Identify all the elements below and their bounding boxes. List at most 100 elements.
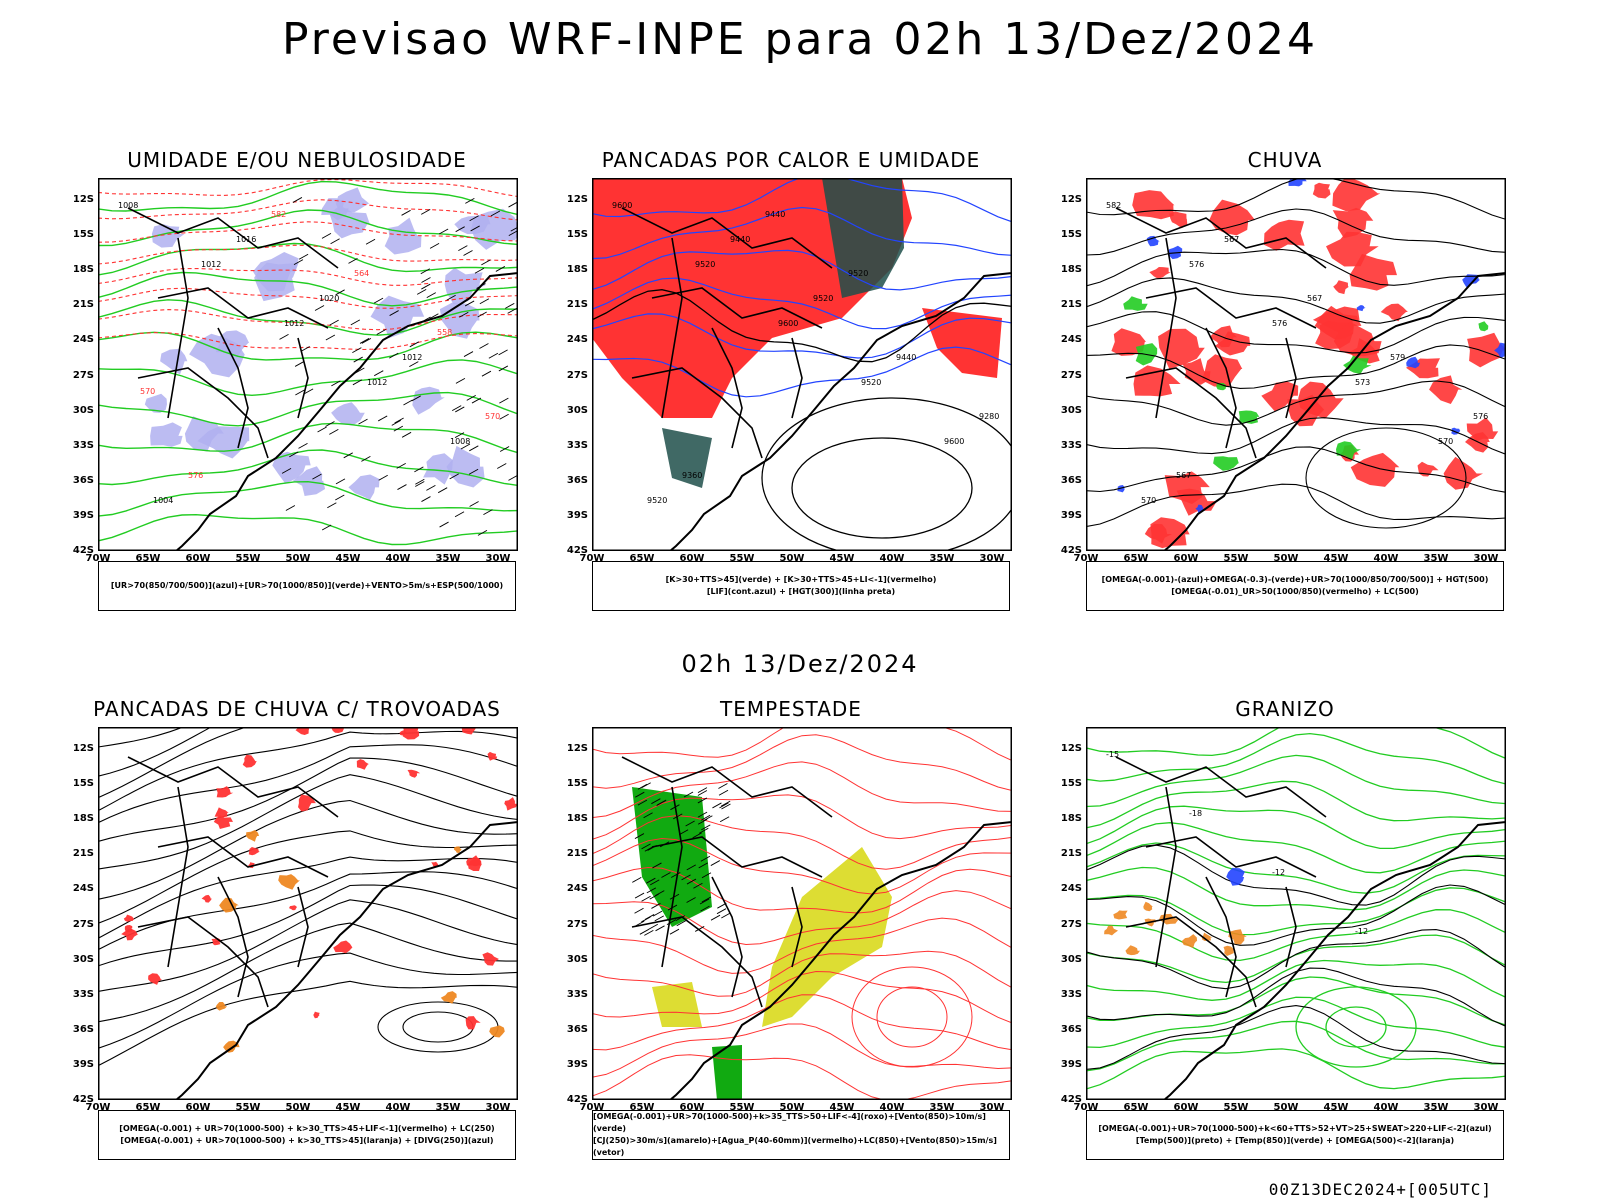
- wind-vector: [446, 294, 456, 301]
- lon-tick-label: 45W: [1323, 1102, 1349, 1113]
- panel-title: CHUVA: [1247, 148, 1323, 172]
- wind-vector: [466, 394, 476, 401]
- contour-label: -12: [1272, 868, 1285, 877]
- humidity-area: [423, 453, 453, 485]
- lat-tick-label: 30S: [566, 404, 588, 416]
- precip-water-contour: [592, 917, 1012, 974]
- lat-tick-label: 12S: [72, 194, 94, 205]
- wind-vector: [420, 208, 431, 215]
- thunderstorm-area: [124, 925, 133, 933]
- lon-tick-label: 50W: [779, 1102, 805, 1113]
- wind-vector: [409, 341, 419, 348]
- contour-label: 582: [1106, 201, 1121, 210]
- lat-tick-label: 42S: [1060, 545, 1082, 556]
- wind-vector: [643, 812, 653, 819]
- lat-tick-label: 12S: [566, 743, 588, 754]
- wind-vector: [393, 425, 404, 432]
- contour-label: 9520: [813, 294, 833, 303]
- wind-vector: [655, 925, 665, 932]
- lon-tick-label: 60W: [679, 553, 705, 564]
- lat-tick-label: 27S: [566, 369, 588, 381]
- wind-vector: [426, 292, 436, 298]
- thunderstorm-area: [213, 815, 233, 829]
- wind-vector: [465, 197, 475, 204]
- omega-area: [1117, 485, 1125, 493]
- green-contour: [98, 422, 518, 454]
- lon-tick-label: 65W: [1123, 553, 1149, 564]
- instability-area: [822, 178, 904, 298]
- wind-vector: [712, 802, 722, 809]
- rain-area: [1465, 432, 1490, 453]
- wind-vector: [397, 484, 407, 490]
- wind-vector: [697, 818, 708, 825]
- wind-vector: [471, 397, 482, 404]
- run-stamp: 00Z13DEC2024+[005UTC]: [1268, 1180, 1492, 1199]
- wind-vector: [376, 329, 386, 335]
- wind-vector: [648, 923, 658, 930]
- rain-area: [1326, 231, 1379, 267]
- rain-area: [1202, 354, 1243, 388]
- thunderstorm-area: [313, 1011, 320, 1019]
- thickness-contour: [98, 221, 518, 243]
- thunderstorm-area: [402, 727, 420, 740]
- omega-strong-area: [1213, 456, 1239, 471]
- wind-vector: [495, 266, 506, 272]
- wind-vector: [646, 887, 657, 894]
- rain-area: [1149, 267, 1171, 279]
- panel-umidade: UMIDADE E/OU NEBULOSIDADE 1008 1012 1012 10…: [62, 148, 532, 648]
- contour-label: 9520: [695, 260, 715, 269]
- humidity-area: [331, 402, 365, 426]
- wind-vector: [303, 388, 314, 395]
- rain-area: [1261, 381, 1299, 412]
- wind-vector: [499, 446, 510, 452]
- contour-label: 564: [354, 269, 369, 278]
- wind-vector: [439, 521, 449, 528]
- wind-vector: [699, 827, 709, 834]
- rain-area: [1209, 325, 1237, 348]
- lat-tick-label: 33S: [1060, 988, 1082, 1000]
- precip-water-contour: [592, 815, 1012, 870]
- wind-vector: [391, 419, 402, 426]
- map-background: [98, 727, 518, 1100]
- contour-label: 576: [1272, 319, 1287, 328]
- wind-vector: [652, 862, 662, 869]
- convection-area: [215, 1002, 228, 1011]
- wind-vector: [479, 343, 489, 349]
- wind-vector: [721, 803, 731, 810]
- wind-vector: [458, 245, 468, 251]
- panel-title: PANCADAS DE CHUVA C/ TROVOADAS: [93, 697, 501, 721]
- wind-vector: [377, 415, 388, 422]
- contour-label: 9600: [944, 437, 964, 446]
- lat-tick-label: 33S: [72, 439, 94, 451]
- contour-label: 1004: [153, 496, 173, 505]
- contour-label: 9600: [612, 201, 632, 210]
- map-area: 582 576 576 573 570 570 567 567 579 576 567 12S 15S 1…: [1061, 178, 1506, 564]
- humidity-area: [151, 224, 185, 248]
- lat-tick-label: 39S: [72, 509, 94, 521]
- wind-vector: [697, 811, 708, 818]
- omega500-area: [1125, 945, 1140, 956]
- map-area: -15 -18 -12 -12 12S 15S 18S 21S 24S 27S 30S 33S 36S 3…: [1061, 727, 1506, 1113]
- lon-tick-label: 40W: [385, 553, 411, 564]
- lon-tick-label: 70W: [579, 553, 605, 564]
- wind-vector: [703, 815, 713, 822]
- thunderstorm-area: [216, 786, 234, 798]
- lat-tick-label: 18S: [1060, 264, 1082, 276]
- lat-tick-label: 36S: [566, 1023, 588, 1035]
- wind-vector: [460, 443, 471, 450]
- wind-vector: [403, 399, 413, 406]
- thickness-contour: [98, 309, 518, 331]
- map-background: [1086, 727, 1506, 1100]
- lat-tick-label: 21S: [566, 299, 588, 311]
- streamline: [98, 727, 249, 799]
- thickness-contour: [98, 199, 518, 221]
- wind-vector: [508, 474, 518, 481]
- lat-tick-label: 27S: [72, 369, 94, 381]
- contour-label: 9280: [979, 412, 999, 421]
- contour-label: 1008: [450, 437, 470, 446]
- wind-vector: [396, 462, 406, 469]
- humidity-area: [446, 445, 485, 488]
- lat-tick-label: 30S: [72, 404, 94, 416]
- temp500-contour: [1086, 967, 1506, 1027]
- wind-vector: [298, 442, 308, 449]
